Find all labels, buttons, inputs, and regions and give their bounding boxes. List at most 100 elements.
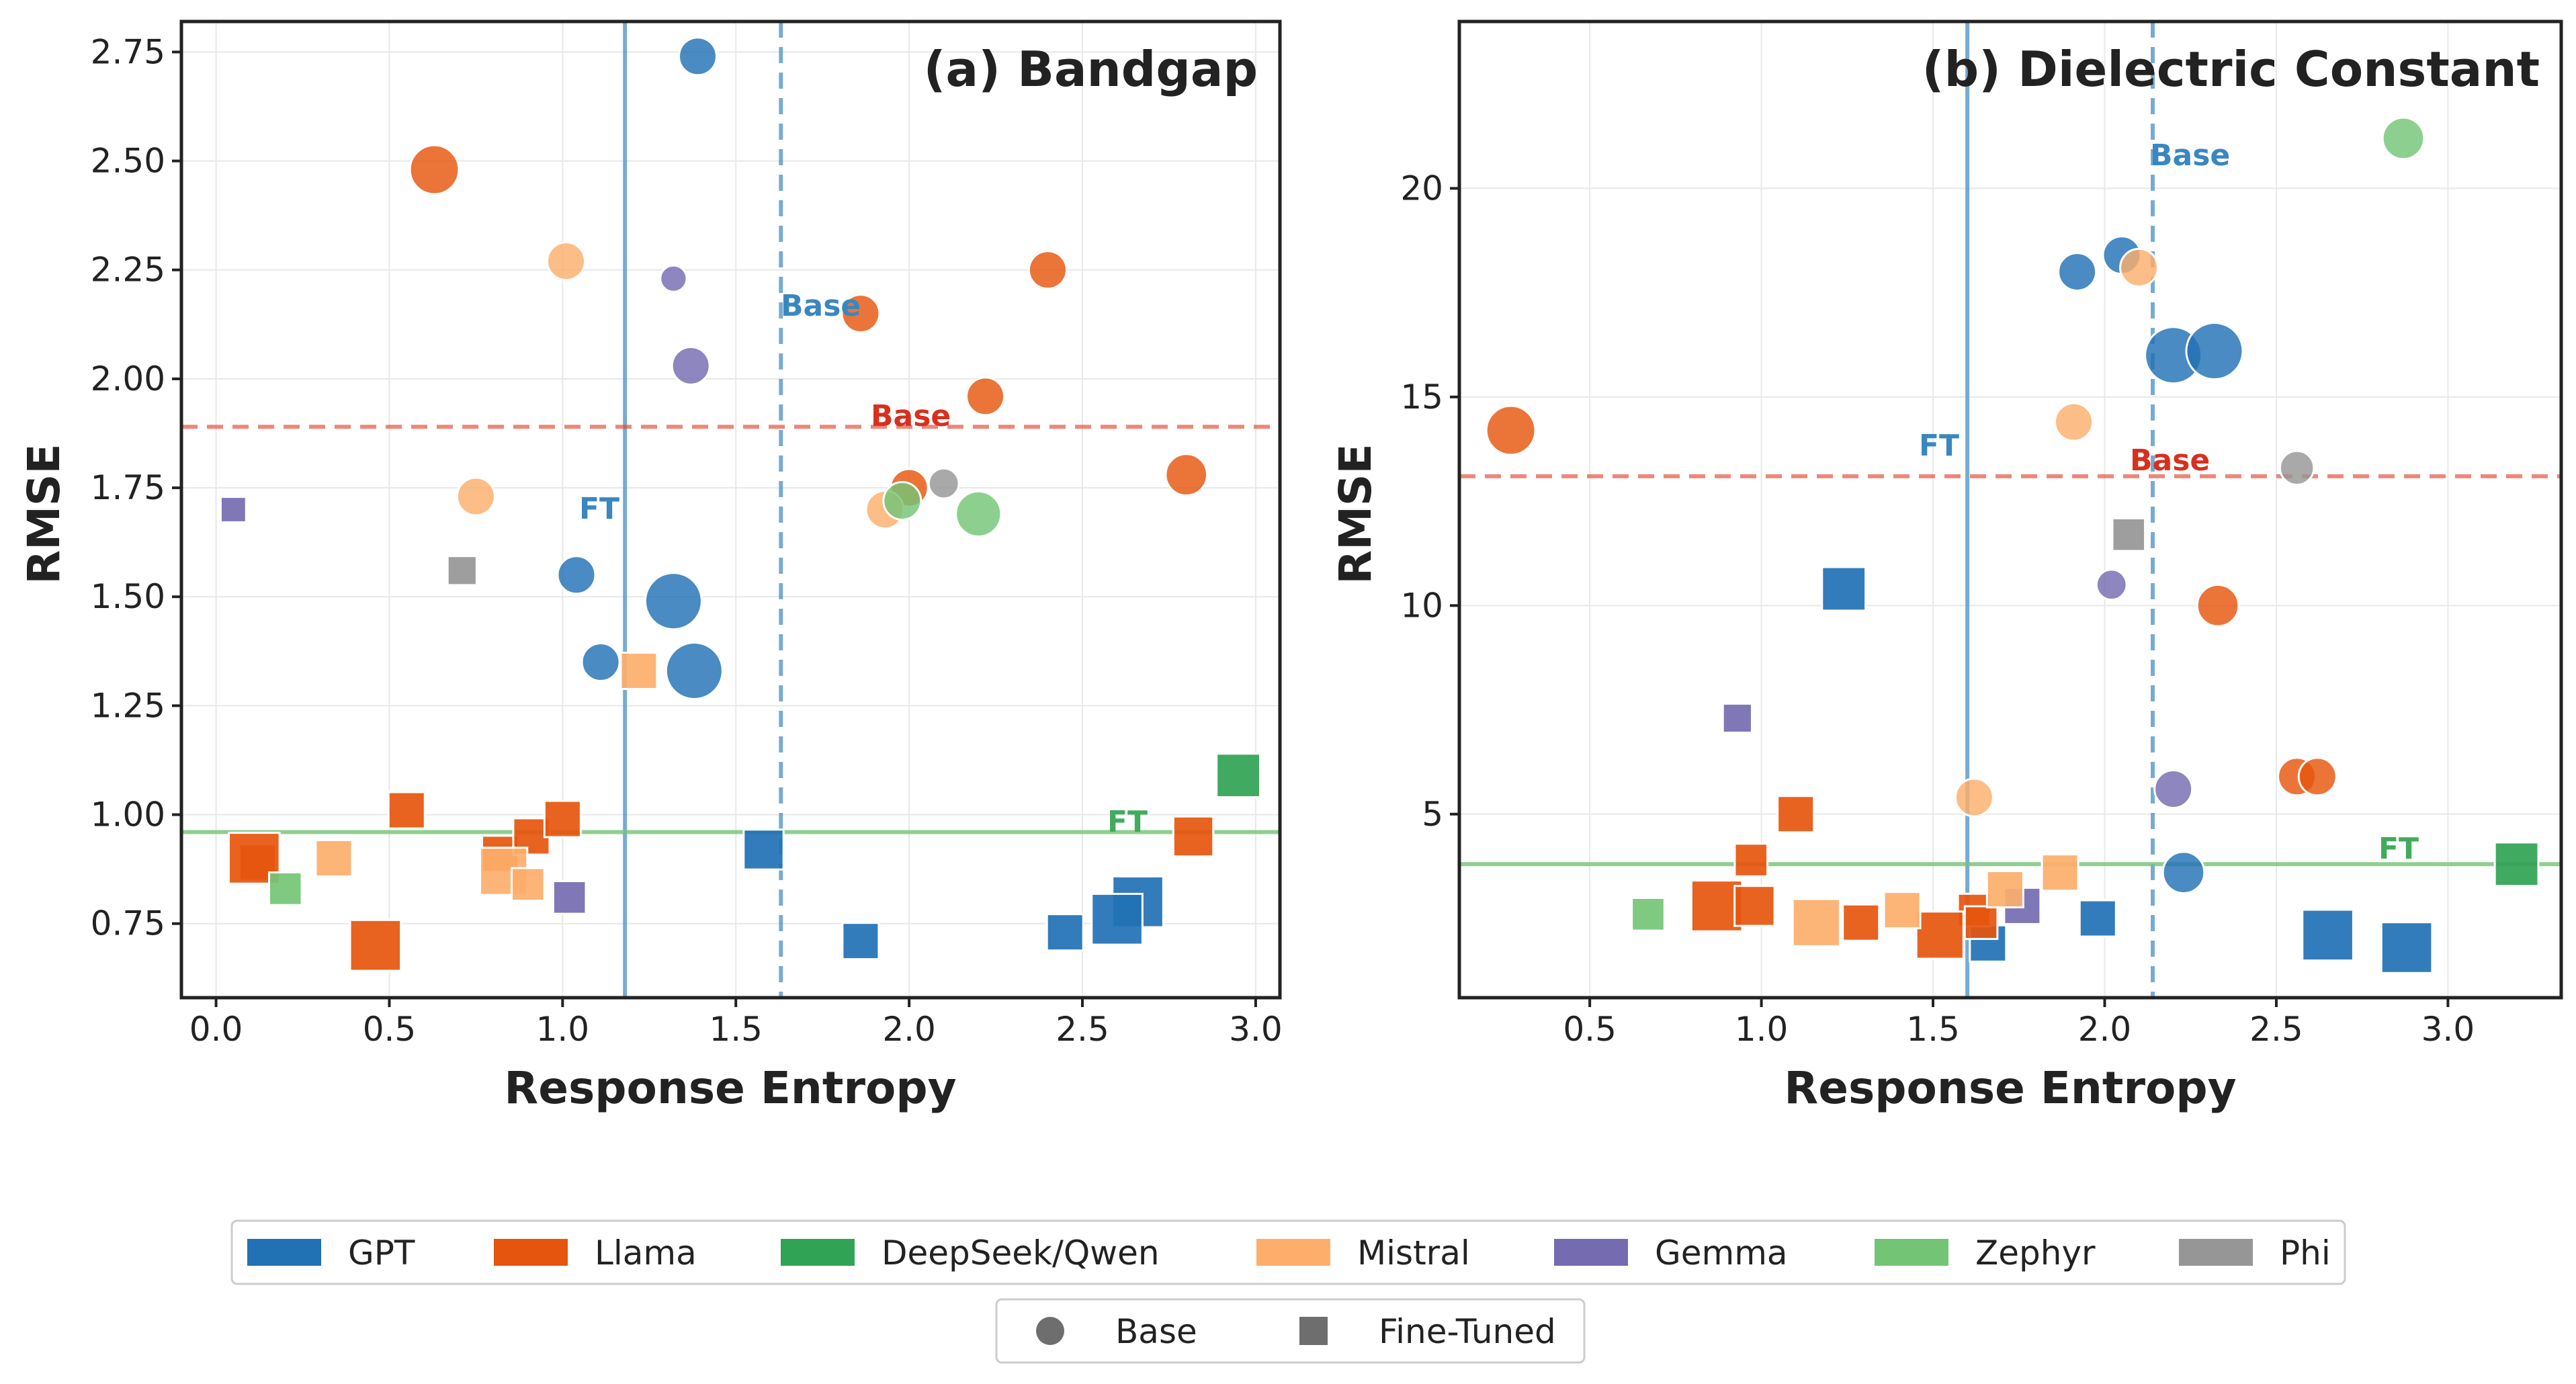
- point-base-llama: [2297, 756, 2337, 797]
- point-base-llama: [841, 294, 881, 334]
- marker-legend-box: [995, 1298, 1586, 1364]
- marker-legend: Base Fine-Tuned: [995, 1298, 1586, 1364]
- point-base-llama: [1027, 250, 1068, 290]
- y-tick-label: 2.25: [91, 251, 165, 290]
- panel-a-plot-area: [181, 21, 1280, 998]
- x-tick-label: 1.0: [1735, 1010, 1789, 1049]
- y-tick-label: 1.25: [91, 686, 165, 725]
- x-tick-label: 0.5: [1563, 1010, 1617, 1049]
- point-finetuned-mistral: [619, 652, 658, 691]
- panel-a-base-rmse-label: Base: [871, 399, 951, 433]
- legend-label-zephyr: Zephyr: [1975, 1234, 2096, 1272]
- point-base-mistral: [1954, 777, 1994, 818]
- point-base-llama: [2196, 584, 2240, 628]
- point-base-mistral: [2119, 247, 2159, 288]
- point-finetuned-llama: [1963, 905, 1999, 941]
- point-finetuned-llama: [1915, 910, 1965, 960]
- y-tick-label: 1.50: [91, 577, 165, 616]
- point-finetuned-phi: [2111, 517, 2147, 552]
- point-finetuned-gemma: [1721, 702, 1753, 734]
- panel-b-dielectric: Base FT Base FT 0.5 1.0 1.5 2.0 2.5 3.0 5 10 15 2…: [1330, 19, 2563, 1114]
- legend-swatch-deepseek-qwen: [781, 1239, 855, 1266]
- point-finetuned-mistral: [314, 838, 353, 877]
- legend-marker-label: Fine-Tuned: [1379, 1312, 1556, 1351]
- point-finetuned-phi: [446, 555, 478, 587]
- point-base-gpt: [2057, 252, 2098, 292]
- point-base-gpt: [2161, 851, 2206, 895]
- panel-a-ft-rmse-label: FT: [1107, 805, 1148, 839]
- point-finetuned-zephyr: [1631, 897, 1666, 932]
- x-tick-label: 0.0: [189, 1010, 243, 1049]
- point-finetuned-gpt: [742, 828, 785, 871]
- point-finetuned-gpt: [1821, 566, 1867, 612]
- point-finetuned-llama: [349, 918, 402, 972]
- legend-swatch-phi: [2179, 1239, 2253, 1266]
- point-finetuned-gpt: [2301, 908, 2354, 962]
- point-finetuned-mistral: [510, 867, 546, 902]
- panel-a-reference-lines: [181, 21, 1280, 998]
- point-finetuned-gemma: [552, 880, 587, 915]
- point-base-zephyr: [955, 490, 1002, 538]
- panel-a-frame: [179, 19, 1282, 1000]
- panel-a-title: (a) Bandgap: [924, 41, 1258, 97]
- point-finetuned-llama: [1776, 795, 1815, 834]
- panel-b-plot-area: [1459, 21, 2561, 998]
- point-base-llama: [409, 144, 460, 196]
- panel-b-ft-entropy-label: FT: [1919, 429, 1959, 463]
- y-tick-label: 1.00: [91, 795, 165, 834]
- point-base-gpt: [556, 555, 597, 595]
- x-tick-label: 1.0: [536, 1010, 590, 1049]
- point-finetuned-gpt: [1090, 892, 1144, 946]
- panel-b-reference-labels: Base FT Base FT: [1919, 138, 2419, 866]
- family-legend: GPT Llama DeepSeek/Qwen Mistral Gemma Zephyr P…: [230, 1219, 2346, 1285]
- point-finetuned-llama: [1172, 815, 1215, 858]
- panel-a-bandgap: Base FT Base FT 0.0 0.5 1.0 1.5 2.0 2.5 3.0 0.7…: [18, 19, 1283, 1114]
- y-tick-label: 1.75: [91, 468, 165, 507]
- y-tick-label: 10: [1400, 586, 1443, 625]
- point-finetuned-gpt: [2078, 899, 2117, 938]
- x-tick-label: 0.5: [363, 1010, 417, 1049]
- panel-b-base-entropy-label: Base: [2150, 138, 2230, 173]
- point-base-gpt: [678, 36, 718, 77]
- point-finetuned-gpt: [1045, 913, 1084, 952]
- point-base-mistral: [546, 241, 587, 282]
- panel-b-ticks: 0.5 1.0 1.5 2.0 2.5 3.0 5 10 15 20: [1400, 169, 2475, 1049]
- point-base-gpt: [581, 642, 621, 683]
- legend-swatch-mistral: [1256, 1239, 1330, 1266]
- x-tick-label: 3.0: [2421, 1010, 2475, 1049]
- legend-swatch-llama: [494, 1239, 568, 1266]
- panel-a-reference-labels: Base FT Base FT: [579, 289, 1148, 839]
- x-tick-label: 2.0: [2078, 1010, 2132, 1049]
- point-base-phi: [927, 467, 960, 500]
- panel-b-xlabel: Response Entropy: [1784, 1062, 2236, 1114]
- legend-label-gemma: Gemma: [1655, 1234, 1788, 1272]
- x-tick-label: 2.5: [1056, 1010, 1109, 1049]
- point-base-gpt: [644, 572, 703, 631]
- panel-b-frame: [1457, 19, 2563, 1000]
- panel-b-title: (b) Dielectric Constant: [1922, 41, 2540, 97]
- x-tick-label: 2.0: [882, 1010, 936, 1049]
- x-tick-label: 2.5: [2249, 1010, 2303, 1049]
- x-tick-label: 3.0: [1229, 1010, 1283, 1049]
- x-tick-label: 1.5: [709, 1010, 763, 1049]
- point-finetuned-mistral: [1985, 870, 2024, 909]
- point-base-mistral: [2054, 402, 2094, 442]
- point-finetuned-llama: [543, 799, 582, 838]
- point-finetuned-llama: [387, 791, 426, 830]
- point-finetuned-mistral: [2041, 853, 2079, 892]
- legend-marker-base: [1036, 1317, 1064, 1345]
- point-base-gemma: [2153, 769, 2194, 810]
- point-finetuned-deepseek-qwen: [1215, 752, 1262, 799]
- legend-label-gpt: GPT: [348, 1234, 415, 1272]
- point-base-zephyr: [882, 481, 922, 521]
- point-base-llama: [1164, 453, 1209, 496]
- panel-b-ft-rmse-label: FT: [2378, 832, 2419, 866]
- point-base-gemma: [2095, 568, 2128, 601]
- legend-label-deepseek-qwen: DeepSeek/Qwen: [882, 1234, 1160, 1272]
- panel-a-ft-entropy-label: FT: [579, 492, 619, 526]
- y-tick-label: 2.00: [91, 359, 165, 398]
- point-finetuned-zephyr: [267, 871, 303, 906]
- panel-b-grid: [1459, 21, 2561, 998]
